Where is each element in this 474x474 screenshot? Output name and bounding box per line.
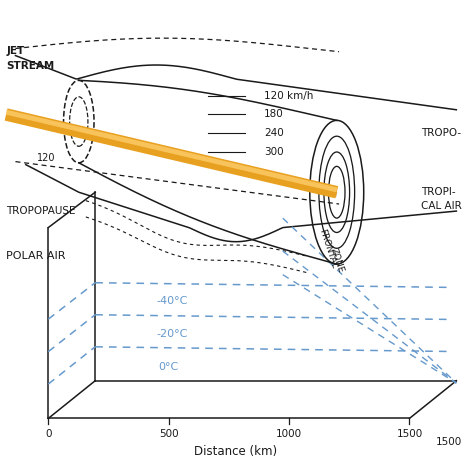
Text: TROPI-: TROPI- <box>421 187 456 197</box>
Text: 1500: 1500 <box>436 438 463 447</box>
Text: ZONE: ZONE <box>328 247 345 274</box>
Text: JET: JET <box>6 46 24 56</box>
Text: -20°C: -20°C <box>156 328 188 338</box>
Text: -40°C: -40°C <box>156 296 188 306</box>
Text: 300: 300 <box>264 147 283 157</box>
Text: POLAR AIR: POLAR AIR <box>6 251 65 261</box>
Text: 120 km/h: 120 km/h <box>264 91 313 100</box>
Text: Distance (km): Distance (km) <box>194 445 277 458</box>
Text: 120: 120 <box>36 153 55 163</box>
Text: 180: 180 <box>264 109 284 119</box>
Text: TROPOPAUSE: TROPOPAUSE <box>6 206 75 216</box>
Text: STREAM: STREAM <box>6 61 55 71</box>
Text: CAL AIR: CAL AIR <box>421 201 462 211</box>
Text: 500: 500 <box>159 429 179 439</box>
Text: 1000: 1000 <box>276 429 302 439</box>
Text: 0: 0 <box>45 429 52 439</box>
Text: 240: 240 <box>264 128 284 138</box>
Text: 1500: 1500 <box>396 429 423 439</box>
Text: 0°C: 0°C <box>158 362 179 372</box>
Text: TROPO-: TROPO- <box>421 128 461 138</box>
Text: FRONTAL: FRONTAL <box>317 228 338 270</box>
